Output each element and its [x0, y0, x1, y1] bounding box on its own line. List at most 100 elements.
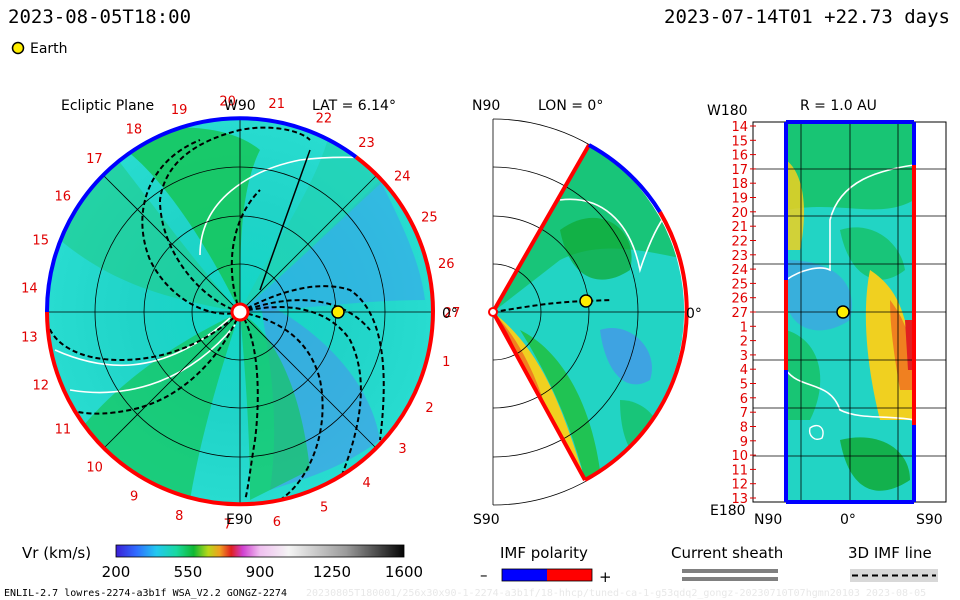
radial-y-tick-label: 13 — [731, 492, 748, 507]
colorbar-label: Vr (km/s) — [22, 544, 91, 562]
radial-y-tick-label: 24 — [731, 263, 748, 278]
radial-y-tick-label: 20 — [731, 206, 748, 221]
meridional-heatmap — [493, 145, 685, 480]
radial-panel: 1415161718192021222324252627123456789101… — [707, 98, 947, 528]
radial-y-tick-label: 6 — [740, 392, 748, 407]
meridional-sun-marker — [488, 307, 498, 317]
imf-polarity-minus: – — [480, 566, 488, 584]
imf-line-title: 3D IMF line — [848, 544, 932, 562]
imf-field-lines — [47, 126, 385, 501]
radial-y-tick-label: 21 — [731, 220, 748, 235]
current-sheath-title: Current sheath — [671, 544, 783, 562]
current-sheath-swatch-1 — [682, 569, 778, 573]
radial-x-tick-n90: N90 — [754, 512, 782, 528]
meridional-rim-negative — [588, 143, 662, 214]
meridional-bottom-label: S90 — [473, 512, 500, 528]
ecliptic-bottom-label: E90 — [226, 512, 253, 528]
datetime-label: 2023-08-05T18:00 — [8, 6, 191, 28]
ecliptic-rim-negative — [44, 116, 358, 313]
radial-y-tick-label: 4 — [740, 363, 748, 378]
ecliptic-lat-label: LAT = 6.14° — [312, 98, 396, 114]
radial-y-tick-label: 7 — [740, 406, 748, 421]
ecliptic-top-label: W90 — [224, 98, 256, 114]
radial-y-tick-label: 15 — [731, 134, 748, 149]
sun-marker — [230, 302, 250, 322]
ecliptic-rotation-label: 23 — [358, 136, 375, 151]
earth-legend-icon — [11, 41, 25, 55]
ecliptic-rotation-label: 19 — [171, 103, 188, 118]
radial-x-tick-s90: S90 — [916, 512, 943, 528]
ecliptic-rotation-label: 17 — [86, 152, 103, 167]
ecliptic-rotation-label: 24 — [394, 170, 411, 185]
ecliptic-rotation-label: 16 — [55, 190, 72, 205]
ecliptic-rotation-label: 20 — [219, 94, 236, 109]
ecliptic-rotation-label: 9 — [130, 490, 138, 505]
ecliptic-title: Ecliptic Plane — [61, 98, 154, 114]
radial-y-tick-label: 26 — [731, 292, 748, 307]
meridional-edge-bottom — [491, 311, 587, 481]
ecliptic-rotation-label: 8 — [175, 509, 183, 524]
radial-y-tick-label: 3 — [740, 349, 748, 364]
ecliptic-rotation-label: 1 — [442, 355, 450, 370]
colorbar-tick-label: 1250 — [313, 563, 351, 581]
radial-y-tick-label: 16 — [731, 149, 748, 164]
ecliptic-rotation-label: 5 — [320, 501, 328, 516]
earth-marker-meridional — [579, 294, 593, 308]
meridional-panel: N90 LON = 0° S90 0° — [472, 98, 702, 528]
radial-x-tick-0: 0° — [840, 512, 856, 528]
reference-time-label: 2023-07-14T01 +22.73 days — [664, 6, 950, 28]
radial-y-tick-label: 27 — [731, 306, 748, 321]
radial-y-tick-label: 23 — [731, 249, 748, 264]
ecliptic-rotation-label: 4 — [363, 476, 371, 491]
meridional-right-label: 0° — [686, 306, 702, 322]
earth-marker-radial — [836, 305, 850, 319]
ecliptic-rotation-label: 25 — [421, 211, 438, 226]
radial-y-tick-label: 17 — [731, 163, 748, 178]
radial-y-tick-label: 9 — [740, 435, 748, 450]
radial-y-tick-label: 1 — [740, 320, 748, 335]
imf-polarity-plus: + — [599, 568, 612, 586]
ecliptic-rotation-label: 2 — [425, 401, 433, 416]
meridional-lon-label: LON = 0° — [538, 98, 603, 114]
ecliptic-right-label: 0° — [442, 306, 458, 322]
colorbar-tick-label: 550 — [174, 563, 203, 581]
radial-y-tick-label: 11 — [731, 463, 748, 478]
radial-y-tick-label: 19 — [731, 192, 748, 207]
ecliptic-rotation-label: 6 — [273, 515, 281, 530]
radial-y-tick-label: 2 — [740, 335, 748, 350]
current-sheath-swatch-2 — [682, 577, 778, 581]
ecliptic-rotation-label: 26 — [438, 257, 455, 272]
earth-marker-ecliptic — [331, 305, 345, 319]
ecliptic-rotation-label: 10 — [86, 460, 103, 475]
radial-y-tick-label: 5 — [740, 378, 748, 393]
meridional-rim-positive — [584, 210, 689, 482]
ecliptic-rotation-label: 7 — [224, 518, 232, 533]
colorbar-tick-label: 200 — [102, 563, 131, 581]
colorbar-tick-label: 900 — [246, 563, 275, 581]
ecliptic-rotation-label: 12 — [33, 379, 50, 394]
radial-y-tick-label: 8 — [740, 421, 748, 436]
meridional-top-label: N90 — [472, 98, 500, 114]
radial-y-tick-label: 22 — [731, 235, 748, 250]
colorbar-tick-label: 1600 — [385, 563, 423, 581]
imf-polarity-title: IMF polarity — [500, 544, 588, 562]
ecliptic-rotation-label: 14 — [21, 282, 38, 297]
radial-bottom-label: E180 — [710, 503, 746, 519]
ecliptic-rotation-label: 15 — [32, 234, 49, 249]
run-info-footer: 20230805T180001/256x30x90-1-2274-a3b1f/1… — [306, 588, 926, 599]
radial-top-label: W180 — [707, 103, 748, 119]
radial-y-tick-label: 12 — [731, 478, 748, 493]
earth-legend-label: Earth — [30, 41, 68, 57]
imf-polarity-positive-swatch — [547, 569, 592, 581]
colorbar — [115, 544, 405, 558]
radial-y-tick-label: 18 — [731, 177, 748, 192]
meridional-edge-top — [491, 144, 591, 313]
radial-rotation-labels: 1415161718192021222324252627123456789101… — [731, 120, 756, 507]
model-footer: ENLIL-2.7 lowres-2274-a3b1f WSA_V2.2 GON… — [4, 588, 287, 599]
radial-y-tick-label: 14 — [731, 120, 748, 135]
ecliptic-rotation-label: 13 — [21, 331, 38, 346]
ecliptic-rim-positive — [45, 155, 435, 507]
